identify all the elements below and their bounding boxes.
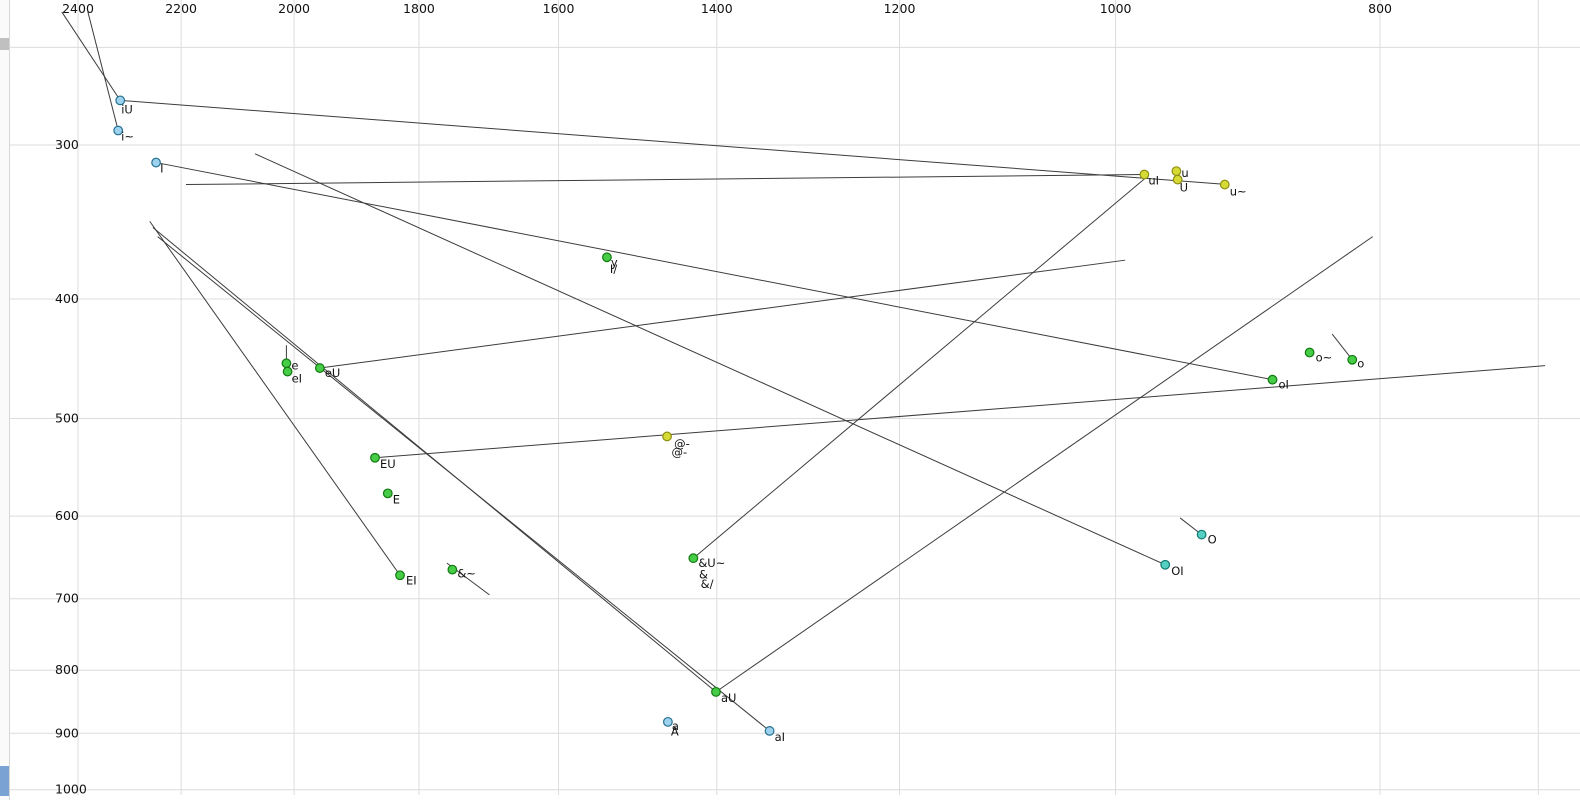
vowel-point-o[interactable]	[1347, 354, 1358, 365]
vowel-point-oi[interactable]	[1267, 374, 1278, 385]
vowel-label-u: U	[1180, 181, 1188, 195]
vowel-label-pt: &~	[457, 567, 476, 581]
vowel-label-oi: OI	[1171, 564, 1183, 578]
y-tick-label: 800	[55, 662, 79, 677]
vowel-label-iu: iU	[121, 102, 133, 116]
vowel-point-u[interactable]	[1171, 166, 1182, 177]
scrollbar-thumb-bottom[interactable]	[0, 766, 9, 796]
vowel-point-oi[interactable]	[1160, 559, 1171, 570]
x-tick-label: 1400	[701, 1, 733, 16]
vowel-label-eu: EU	[380, 457, 396, 471]
vowel-point-e[interactable]	[281, 358, 292, 369]
x-tick-label: 1200	[884, 1, 916, 16]
vowel-label-i: i~	[121, 130, 134, 144]
diphthong-trajectory-line	[374, 365, 1546, 459]
vowel-point-o[interactable]	[1304, 347, 1315, 358]
y-tick-label: 700	[55, 591, 79, 606]
x-tick-label: 1800	[403, 1, 435, 16]
y-tick-label: 1000	[55, 782, 87, 797]
diphthong-trajectory-line	[157, 236, 770, 732]
vowel-point-ei[interactable]	[282, 366, 293, 377]
vowel-label-ui: uI	[1148, 174, 1159, 188]
vowel-label-a: a	[672, 719, 679, 733]
vowel-point-a[interactable]	[662, 716, 673, 727]
x-tick-label: 2000	[278, 1, 310, 16]
vowel-point-ui[interactable]	[1139, 169, 1150, 180]
vowel-label-eu: eU	[325, 366, 341, 380]
y-tick-label: 300	[55, 137, 79, 152]
vowel-label-pt: @-	[671, 445, 687, 459]
left-scrollbar[interactable]	[0, 0, 10, 800]
vowel-label-pt: @-	[674, 436, 690, 450]
scrollbar-thumb-top[interactable]	[0, 38, 9, 50]
x-tick-label: 2400	[62, 1, 94, 16]
vowel-point-pt[interactable]	[662, 431, 672, 442]
vowel-label-e: e	[291, 358, 298, 372]
vowel-label-au: aU	[721, 691, 736, 705]
vowel-point-eu[interactable]	[314, 363, 325, 373]
y-tick-label: 600	[55, 508, 79, 523]
vowel-point-o[interactable]	[1196, 529, 1207, 540]
y-tick-label: 400	[55, 291, 79, 306]
diphthong-trajectory-line	[254, 153, 1166, 566]
diphthong-trajectory-line	[61, 11, 121, 101]
vowel-label-ei: EI	[406, 573, 417, 587]
diphthong-trajectory-line	[693, 177, 1146, 559]
vowel-label-u: u	[1181, 166, 1188, 180]
vowel-point-u[interactable]	[688, 553, 699, 564]
diphthong-trajectory-line	[155, 162, 1273, 381]
diphthong-trajectory-line	[120, 99, 1228, 186]
vowel-label-u: &U~	[698, 556, 725, 570]
diphthong-trajectory-line	[319, 259, 1126, 369]
vowel-label-o: o	[1357, 357, 1364, 371]
vowel-label-o: O	[1208, 533, 1217, 547]
vowel-label-a: A	[671, 725, 679, 739]
vowel-label-ai: aI	[775, 730, 785, 744]
diphthong-trajectory-line	[715, 236, 1373, 693]
vowel-point-pt[interactable]	[447, 564, 458, 575]
vowel-label-y: y	[611, 255, 618, 269]
vowel-label-pt: &/	[701, 577, 714, 591]
vowel-point-ei[interactable]	[395, 570, 405, 581]
vowel-point-e[interactable]	[382, 488, 393, 499]
diphthong-trajectory-line	[185, 174, 1145, 186]
diphthong-trajectory-line	[87, 11, 119, 131]
vowel-label-oi: oI	[1279, 378, 1289, 392]
vowel-point-ai[interactable]	[764, 726, 775, 736]
vowel-point-iu[interactable]	[115, 95, 126, 106]
vowel-label-u: u~	[1230, 185, 1247, 199]
vowel-label-e: E	[393, 492, 400, 506]
vowel-label-pt: &	[699, 568, 708, 582]
vowel-point-i[interactable]	[151, 157, 161, 168]
vowel-point-i[interactable]	[113, 125, 124, 136]
x-tick-label: 2200	[165, 1, 197, 16]
x-tick-label: 800	[1368, 1, 1392, 16]
x-tick-label: 1600	[543, 1, 575, 16]
diphthong-trajectory-line	[1331, 333, 1353, 361]
y-tick-label: 500	[55, 411, 79, 426]
vowel-point-au[interactable]	[711, 686, 721, 697]
vowel-point-u[interactable]	[1219, 179, 1230, 190]
x-tick-label: 1000	[1100, 1, 1132, 16]
vowel-point-eu[interactable]	[370, 452, 380, 463]
vowel-label-i: I/	[610, 262, 617, 276]
vowel-label-i: I	[160, 162, 163, 176]
diphthong-trajectory-line	[149, 221, 401, 576]
vowel-label-ei: eI	[292, 372, 302, 386]
vowel-label-o: o~	[1316, 351, 1333, 365]
vowel-point-y[interactable]	[602, 252, 612, 263]
y-tick-label: 900	[55, 725, 79, 740]
vowel-point-u[interactable]	[1172, 174, 1183, 185]
